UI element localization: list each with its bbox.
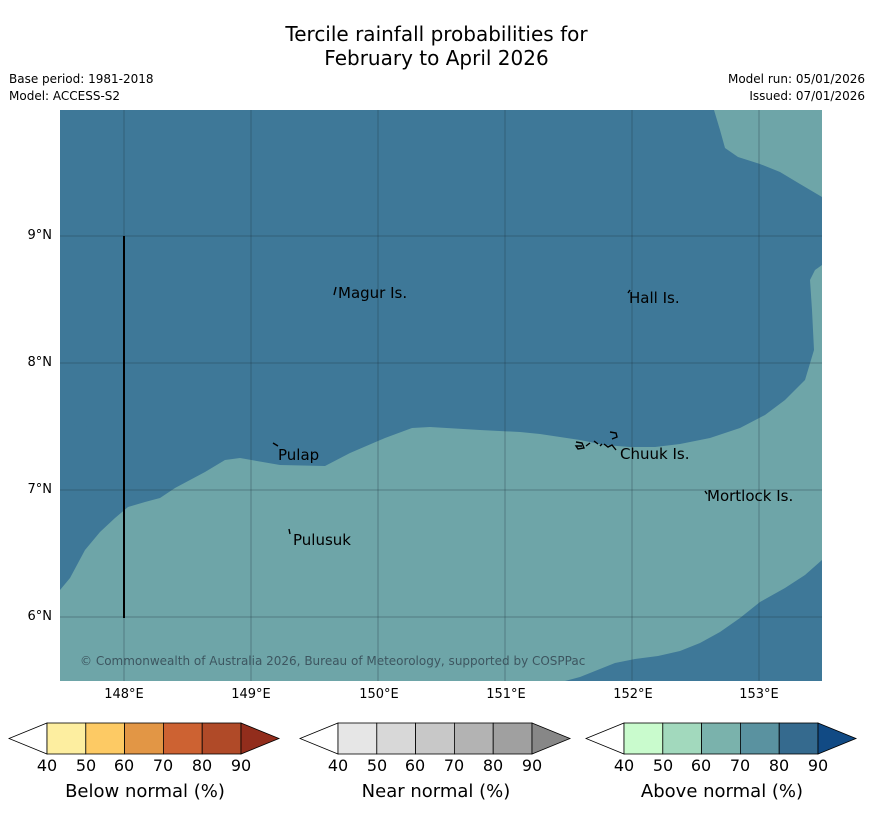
island-chuuk-2 <box>585 442 591 447</box>
region-above-80-west-sliver <box>60 418 95 431</box>
below-over-arrow <box>240 722 281 755</box>
island-pulap <box>272 442 279 447</box>
copyright-notice: © Commonwealth of Australia 2026, Bureau… <box>80 654 586 668</box>
model-name: Model: ACCESS-S2 <box>9 89 121 103</box>
island-magur <box>333 286 337 296</box>
label-pulap: Pulap <box>278 446 320 464</box>
region-above-70-south <box>60 265 822 681</box>
below-swatch <box>85 722 126 755</box>
tick-label: 40 <box>36 756 58 775</box>
x-tick-152e: 152°E <box>613 687 653 702</box>
label-magur: Magur Is. <box>338 284 408 302</box>
island-hall <box>627 289 631 294</box>
above-under-arrow <box>585 722 625 755</box>
colorbar-above-normal <box>585 722 858 755</box>
tick-label: 90 <box>521 756 543 775</box>
tick-label: 90 <box>807 756 829 775</box>
y-tick-7n: 7°N <box>27 482 53 497</box>
near-over-arrow <box>531 722 572 755</box>
near-swatch <box>492 722 533 755</box>
near-swatch <box>453 722 494 755</box>
colorbar-above-title: Above normal (%) <box>640 781 804 802</box>
x-tick-149e: 149°E <box>231 687 271 702</box>
label-hall: Hall Is. <box>629 289 680 307</box>
tick-label: 70 <box>152 756 174 775</box>
above-swatch <box>662 722 703 755</box>
x-tick-148e: 148°E <box>104 687 144 702</box>
x-tick-151e: 151°E <box>486 687 526 702</box>
colorbar-below-title: Below normal (%) <box>65 781 225 802</box>
y-tick-6n: 6°N <box>27 609 53 624</box>
meta-right: Model run: 05/01/2026 Issued: 07/01/2026 <box>728 71 865 105</box>
tick-label: 70 <box>443 756 465 775</box>
y-tick-9n: 9°N <box>27 228 53 243</box>
model-run: Model run: 05/01/2026 <box>727 72 865 86</box>
base-period: Base period: 1981-2018 <box>9 72 154 86</box>
region-above-70-northeast <box>714 110 822 197</box>
map-svg <box>60 110 822 681</box>
near-swatch <box>337 722 378 755</box>
tick-label: 60 <box>690 756 712 775</box>
island-chuuk-1 <box>574 441 585 450</box>
gridlines <box>60 110 822 681</box>
x-tick-150e: 150°E <box>359 687 399 702</box>
island-chuuk-4 <box>609 431 618 440</box>
tick-label: 80 <box>768 756 790 775</box>
tick-label: 90 <box>230 756 252 775</box>
above-swatch <box>778 722 819 755</box>
tick-label: 40 <box>327 756 349 775</box>
tick-label: 50 <box>366 756 388 775</box>
label-chuuk: Chuuk Is. <box>620 445 690 463</box>
label-mortlock: Mortlock Is. <box>707 487 794 505</box>
colorbar-below-normal <box>8 722 281 755</box>
below-under-arrow <box>8 722 48 755</box>
near-under-arrow <box>299 722 339 755</box>
above-over-arrow <box>817 722 858 755</box>
issued-date: Issued: 07/01/2026 <box>749 89 865 103</box>
tick-label: 80 <box>191 756 213 775</box>
x-tick-153e: 153°E <box>739 687 779 702</box>
colorbar-near-title: Near normal (%) <box>361 781 511 802</box>
island-mortlock <box>704 490 708 495</box>
above-swatch <box>701 722 741 755</box>
title-line-1: Tercile rainfall probabilities for <box>285 22 588 46</box>
tick-label: 80 <box>482 756 504 775</box>
title-line-2: February to April 2026 <box>324 46 549 70</box>
below-swatch <box>46 722 87 755</box>
y-tick-8n: 8°N <box>27 355 53 370</box>
near-swatch <box>376 722 417 755</box>
island-chuuk-5 <box>603 443 617 451</box>
tick-label: 40 <box>613 756 635 775</box>
label-pulusuk: Pulusuk <box>293 531 351 549</box>
above-swatch <box>739 722 780 755</box>
above-swatch <box>623 722 664 755</box>
below-swatch <box>162 722 203 755</box>
island-pulusuk <box>288 528 291 535</box>
below-swatch <box>124 722 164 755</box>
tick-label: 60 <box>113 756 135 775</box>
island-coastlines <box>272 286 708 535</box>
colorbar-near-normal <box>299 722 572 755</box>
meta-left: Base period: 1981-2018 Model: ACCESS-S2 <box>9 71 154 105</box>
tick-label: 50 <box>652 756 674 775</box>
chart-title: Tercile rainfall probabilities for Febru… <box>0 22 873 70</box>
tick-label: 60 <box>404 756 426 775</box>
map-panel[interactable] <box>60 110 822 681</box>
below-swatch <box>201 722 242 755</box>
tick-label: 50 <box>75 756 97 775</box>
tick-label: 70 <box>729 756 751 775</box>
island-chuuk-6 <box>599 443 603 447</box>
island-chuuk-3 <box>593 440 599 445</box>
near-swatch <box>415 722 455 755</box>
